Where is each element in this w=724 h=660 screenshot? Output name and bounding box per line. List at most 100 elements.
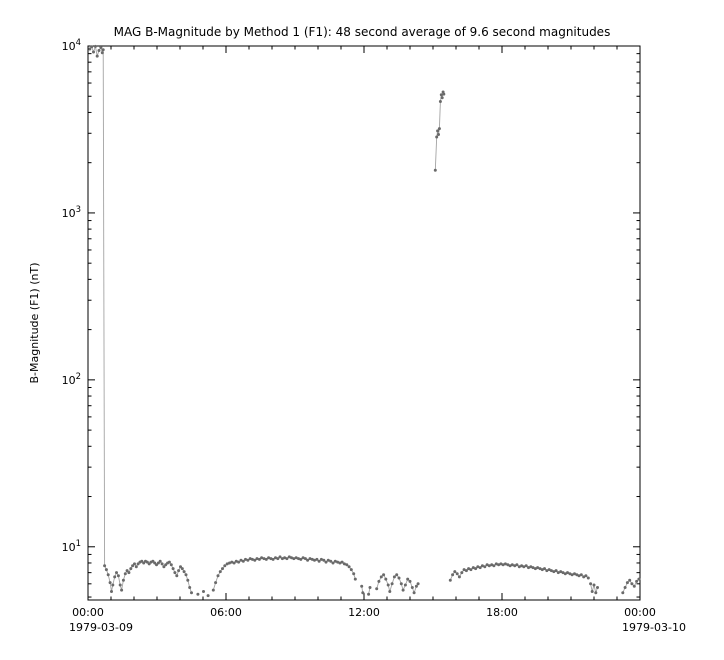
data-point: [392, 575, 396, 579]
data-point: [397, 576, 401, 580]
data-point: [99, 46, 103, 49]
data-point: [448, 578, 452, 582]
data-point: [162, 565, 166, 569]
data-point: [377, 579, 381, 583]
data-point: [621, 591, 625, 595]
data-point: [285, 557, 289, 561]
data-point: [180, 567, 184, 571]
data-point: [414, 584, 418, 588]
data-point: [408, 579, 412, 583]
data-point: [169, 563, 173, 567]
data-point: [549, 569, 553, 573]
data-point: [164, 563, 168, 567]
data-point: [313, 558, 316, 562]
data-point: [264, 557, 268, 561]
data-point: [401, 588, 405, 592]
data-point: [123, 572, 127, 576]
data-point: [116, 574, 120, 578]
data-point: [545, 569, 549, 573]
data-point: [457, 575, 461, 579]
y-tick-label: 101: [62, 539, 81, 554]
data-point: [241, 559, 245, 563]
data-point: [451, 573, 455, 577]
data-point: [329, 559, 333, 563]
data-point: [262, 557, 266, 561]
series-segment-high-field-spike-cluster: [433, 90, 446, 172]
data-point: [267, 556, 271, 560]
series-segment-noon-dropout-1: [360, 584, 365, 595]
data-series: [88, 44, 641, 598]
series-line: [89, 44, 192, 593]
y-tick-label: 103: [62, 205, 81, 220]
data-point: [315, 557, 319, 561]
data-point: [92, 50, 95, 54]
data-point: [543, 567, 546, 571]
series-segment-gap-dot-1: [196, 592, 200, 596]
data-point: [106, 573, 110, 577]
data-point: [467, 567, 471, 571]
x-tick-label: 00:00: [72, 606, 104, 619]
data-point: [579, 573, 583, 577]
data-point: [297, 557, 300, 561]
data-point: [160, 562, 164, 566]
plot-frame: [87, 45, 641, 601]
data-point: [104, 568, 108, 572]
data-point: [386, 583, 390, 587]
data-point: [442, 92, 446, 96]
data-point: [202, 590, 205, 593]
data-point: [347, 565, 351, 569]
data-point: [223, 564, 227, 568]
data-point: [390, 582, 394, 586]
data-point: [353, 577, 357, 581]
data-point: [303, 557, 307, 561]
series-segment-midday-plateau: [211, 555, 357, 592]
data-point: [306, 558, 310, 562]
series-segment-early-afternoon-bumps: [375, 573, 420, 595]
data-point: [570, 573, 574, 577]
data-point: [367, 592, 371, 596]
data-point: [239, 558, 243, 562]
data-point: [384, 577, 388, 581]
axis-ticks: [87, 45, 641, 600]
data-point: [410, 586, 414, 589]
data-point: [340, 560, 344, 564]
data-point: [196, 592, 200, 596]
series-segment-noon-dropout-2: [367, 586, 372, 596]
data-point: [632, 584, 636, 588]
data-point: [494, 562, 498, 566]
data-point: [345, 563, 349, 567]
data-point: [299, 557, 303, 561]
data-point: [522, 565, 526, 569]
data-point: [471, 566, 475, 570]
data-point: [232, 561, 236, 565]
data-point: [406, 577, 410, 581]
data-point: [388, 590, 392, 593]
data-point: [228, 561, 231, 565]
chart-title: MAG B-Magnitude by Method 1 (F1): 48 sec…: [114, 25, 611, 39]
data-point: [136, 562, 140, 566]
data-point: [167, 560, 171, 564]
data-point: [594, 591, 598, 595]
data-point: [125, 569, 129, 573]
series-segment-initial-high-field-and-morning-sheath: [88, 44, 193, 595]
data-point: [182, 570, 186, 574]
series-segment-evening-plateau: [448, 562, 590, 582]
data-point: [435, 135, 439, 139]
data-point: [127, 571, 131, 575]
data-point: [101, 48, 105, 52]
data-point: [590, 590, 594, 593]
data-point: [257, 557, 261, 561]
data-point: [140, 559, 144, 563]
plot-border: [87, 45, 641, 601]
data-point: [319, 557, 323, 561]
data-point: [118, 583, 122, 587]
data-point: [322, 558, 326, 562]
data-point: [234, 559, 238, 563]
data-point: [131, 564, 135, 568]
data-point: [492, 564, 496, 568]
data-point: [100, 51, 104, 55]
data-point: [278, 555, 282, 559]
data-point: [630, 582, 634, 586]
y-axis-label: B-Magnitude (F1) (nT): [28, 263, 41, 384]
